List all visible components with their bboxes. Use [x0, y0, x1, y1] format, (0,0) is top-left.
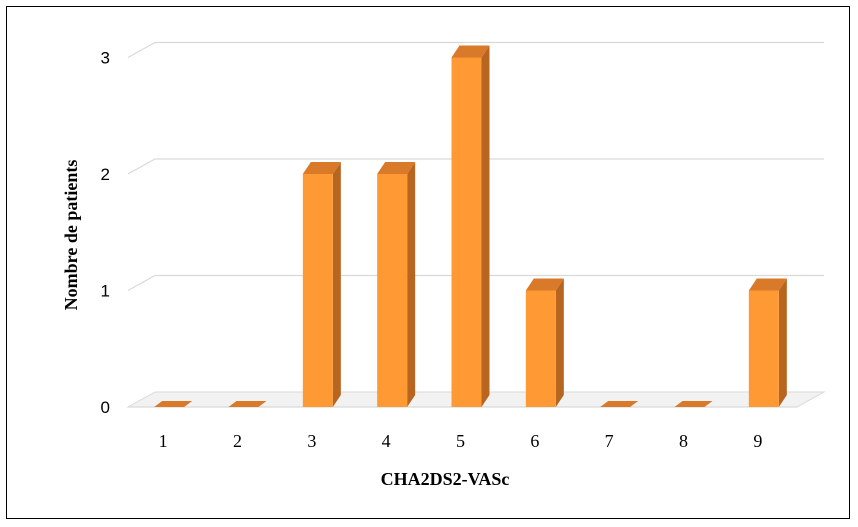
bar-front-6	[525, 290, 556, 407]
x-tick-label-9: 9	[753, 431, 762, 451]
bar-3	[302, 162, 341, 407]
bar-8	[674, 401, 713, 407]
bar-front-9	[748, 290, 779, 407]
y-tick-labels: 0 1 2 3	[101, 49, 110, 418]
x-tick-label-4: 4	[382, 431, 391, 451]
bar-front-5	[451, 57, 482, 407]
y-axis-title: Nombre de patients	[61, 160, 81, 311]
bar-top-5	[451, 45, 490, 58]
bar-flat-8	[674, 401, 713, 407]
bar-9	[748, 278, 787, 407]
bars	[154, 45, 787, 407]
bar-1	[154, 401, 193, 407]
x-tick-label-1: 1	[159, 431, 168, 451]
y-tick-label-0: 0	[101, 398, 110, 417]
bar-top-3	[302, 162, 341, 174]
y-tick-label-1: 1	[101, 282, 110, 301]
bar-6	[525, 278, 564, 407]
x-tick-label-2: 2	[233, 431, 242, 451]
bar-top-6	[525, 278, 564, 291]
bar-side-3	[332, 162, 341, 407]
bar-top-9	[748, 278, 787, 291]
bar-flat-7	[600, 401, 639, 407]
gridline-1	[127, 274, 824, 292]
x-tick-label-7: 7	[605, 431, 614, 451]
bar-2	[228, 401, 267, 407]
x-tick-label-3: 3	[307, 431, 316, 451]
bar-front-4	[377, 174, 408, 407]
bar-side-9	[778, 278, 787, 407]
x-tick-label-8: 8	[679, 431, 688, 451]
gridline-2	[127, 158, 824, 175]
x-axis-title: CHA2DS2-VASc	[381, 469, 510, 489]
gridlines	[127, 41, 824, 292]
bar-side-6	[555, 278, 564, 407]
x-tick-labels: 1 2 3 4 5 6 7 8 9	[159, 431, 763, 451]
x-tick-label-6: 6	[530, 431, 539, 451]
y-tick-label-3: 3	[101, 49, 110, 68]
x-tick-label-5: 5	[456, 431, 465, 451]
bar-side-4	[407, 162, 416, 407]
bar-side-5	[481, 45, 490, 407]
bar-7	[600, 401, 639, 407]
y-tick-label-2: 2	[101, 165, 110, 184]
chart-frame	[6, 6, 850, 519]
bar-flat-1	[154, 401, 193, 407]
bar-top-4	[377, 162, 416, 174]
bar-flat-2	[228, 401, 267, 407]
bar-5	[451, 45, 490, 407]
gridline-3	[127, 41, 824, 59]
bar-front-3	[302, 174, 333, 407]
bar-4	[377, 162, 416, 407]
